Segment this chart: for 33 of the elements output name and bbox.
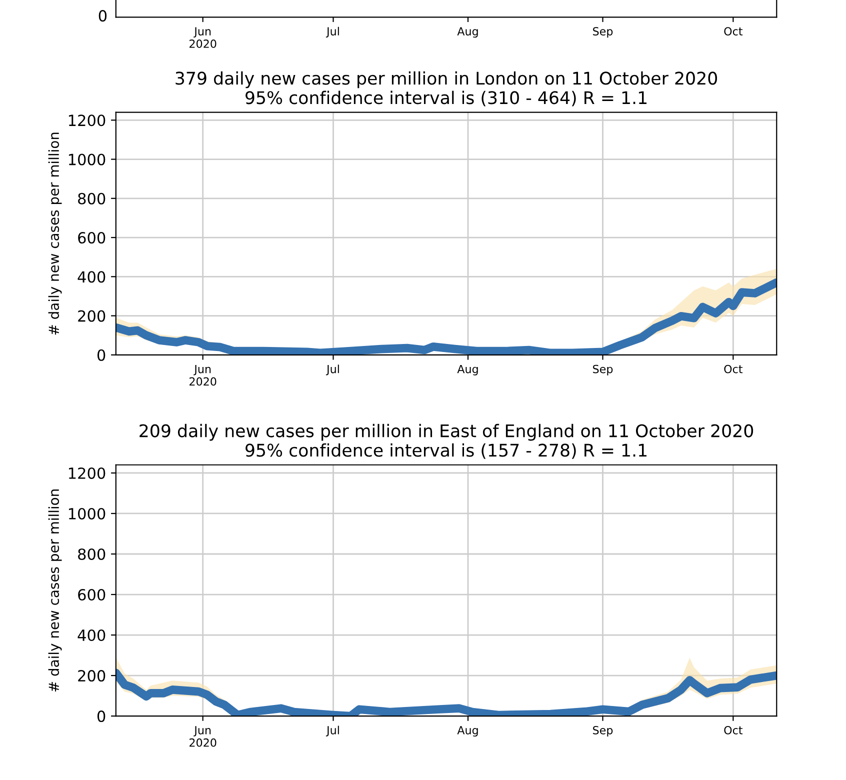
y-tick-label: 0 xyxy=(97,349,106,361)
x-tick-label: Oct xyxy=(724,726,742,734)
text: Jul xyxy=(326,26,339,38)
x-tick-label: Jul xyxy=(326,726,339,736)
x-tick-label: Jun 2020 xyxy=(190,726,216,747)
x-tick-label: Sep xyxy=(593,726,613,737)
y-tick-label: 1200 xyxy=(68,467,106,480)
y-tick-label: 400 xyxy=(78,629,106,642)
y-axis-title: # daily new cases per million xyxy=(48,490,62,692)
chart-title: 379 daily new cases per million in London on 11 October 2020 95% confidence interval is (310 - 464) R = 1.1 xyxy=(176,71,717,106)
y-tick-label: 200 xyxy=(78,670,106,682)
text: Aug xyxy=(457,27,478,38)
y-tick-label: 1000 xyxy=(68,508,106,520)
y-tick-label: 1200 xyxy=(68,114,106,126)
chart-title: 209 daily new cases per million in East of England on 11 October 2020 95% confidence interval is (157 - 278) R = 1.1 xyxy=(140,424,754,459)
y-tick-label: 800 xyxy=(78,548,106,560)
text: Jun 2020 xyxy=(190,27,216,48)
y-axis-title: # daily new cases per million xyxy=(48,132,62,335)
y-tick-label: 1000 xyxy=(68,154,106,166)
x-tick-label: Aug xyxy=(457,726,478,737)
x-tick-label: Aug xyxy=(457,364,478,376)
y-tick-label: 600 xyxy=(78,232,106,244)
text: Oct xyxy=(724,27,742,36)
y-tick-label: 800 xyxy=(78,192,106,204)
text: Sep xyxy=(593,27,613,38)
x-tick-label: Jul xyxy=(326,364,339,376)
x-tick-label: Oct xyxy=(724,364,742,374)
x-tick-label: Jun 2020 xyxy=(190,364,216,386)
y-tick-label: 0 xyxy=(97,710,106,722)
x-tick-label: Sep xyxy=(593,364,613,376)
y-tick-label: 600 xyxy=(78,588,106,601)
y-tick-label: 400 xyxy=(78,271,106,283)
y-tick-label: 200 xyxy=(78,310,106,322)
